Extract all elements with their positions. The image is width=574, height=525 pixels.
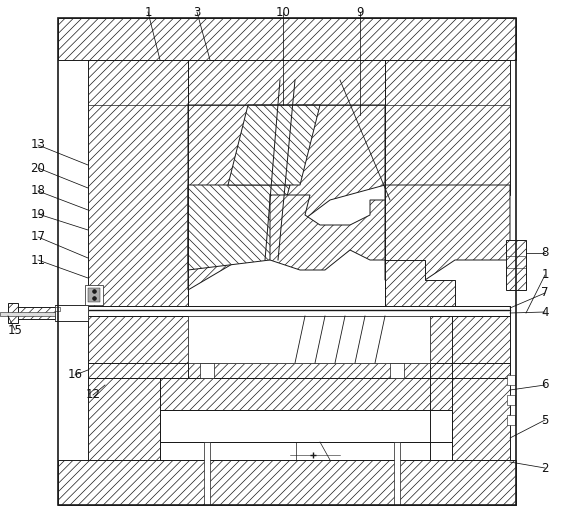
Polygon shape [188,105,385,290]
Bar [10,307,55,319]
Bar [188,60,385,105]
Bar [88,60,188,310]
Bar [88,363,510,378]
Bar [8,303,18,323]
Bar [0,312,55,316]
Bar [58,18,516,60]
Bar [88,310,188,375]
Bar [385,60,510,195]
Polygon shape [270,195,385,270]
Polygon shape [385,260,455,310]
Text: 1: 1 [144,5,152,18]
Bar [507,375,515,385]
Text: 1: 1 [541,268,549,281]
Text: 18: 18 [30,184,45,197]
Bar [160,378,452,410]
Text: 10: 10 [276,5,290,18]
Bar [160,410,452,442]
Bar [55,307,60,311]
Polygon shape [188,185,290,270]
Text: 4: 4 [541,306,549,319]
Text: 11: 11 [30,254,45,267]
Bar [452,378,510,460]
Bar [507,415,515,425]
Polygon shape [385,185,510,280]
Text: 3: 3 [193,5,201,18]
Text: 2: 2 [541,461,549,475]
Bar [204,442,210,505]
Bar [507,395,515,405]
Text: 5: 5 [541,414,549,426]
Bar [88,378,160,460]
Text: 20: 20 [30,162,45,174]
Bar [85,285,103,305]
Text: 12: 12 [86,388,100,402]
Bar [58,18,516,505]
Bar [506,240,526,290]
Text: 17: 17 [30,230,45,244]
Text: 9: 9 [356,5,364,18]
Text: 6: 6 [541,379,549,392]
Bar [88,306,510,316]
Text: 15: 15 [7,323,22,337]
Polygon shape [228,105,320,185]
Bar [58,460,516,505]
Bar [394,442,400,505]
Bar [88,288,100,302]
Bar [390,363,404,378]
Bar [55,305,88,321]
Bar [200,363,214,378]
Text: 16: 16 [68,369,83,382]
Text: 7: 7 [541,287,549,299]
Bar [430,310,510,375]
Text: 8: 8 [541,247,549,259]
Bar [188,316,430,363]
Text: 13: 13 [30,139,45,152]
Text: 19: 19 [30,207,45,220]
